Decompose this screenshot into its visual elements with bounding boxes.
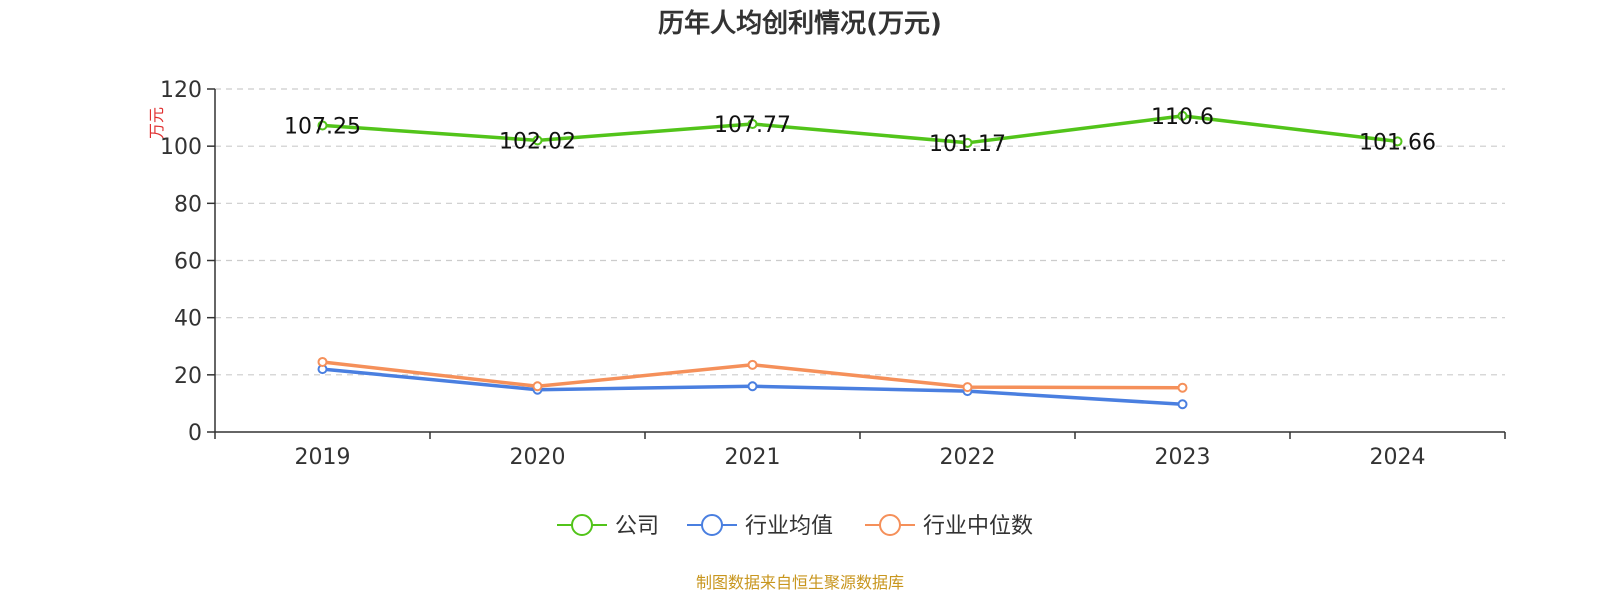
- legend-marker: [879, 514, 901, 536]
- legend-label: 行业中位数: [923, 514, 1033, 539]
- axes: 0 20 40 60 80 100 120 2019 2020 2021 2022 2023 2024: [160, 78, 1506, 470]
- data-label: 101.66: [1359, 130, 1436, 155]
- data-point: [1177, 382, 1188, 393]
- data-point: [1392, 136, 1403, 147]
- data-point: [962, 137, 973, 148]
- x-tick-label: 2019: [295, 445, 351, 470]
- data-point: [747, 381, 758, 392]
- data-label: 102.02: [499, 129, 576, 154]
- source-note: 制图数据来自恒生聚源数据库: [696, 573, 904, 592]
- legend-item-1[interactable]: 行业均值: [687, 514, 833, 539]
- y-tick-label: 100: [160, 135, 202, 160]
- x-tick-label: 2023: [1155, 445, 1211, 470]
- data-point: [317, 356, 328, 367]
- legend-item-0[interactable]: 公司: [557, 514, 659, 539]
- y-tick-label: 20: [174, 364, 202, 389]
- data-label: 110.6: [1151, 105, 1214, 130]
- y-axis-label: 万元: [147, 107, 166, 139]
- data-point: [1177, 399, 1188, 410]
- data-labels: 107.25 102.02 107.77 101.17 110.6 101.66: [284, 105, 1436, 157]
- series-line-0: [322, 114, 1398, 145]
- data-point: [1177, 110, 1188, 121]
- x-tick-label: 2022: [940, 445, 996, 470]
- data-point: [317, 120, 328, 131]
- x-tick-label: 2020: [510, 445, 566, 470]
- data-label: 107.25: [284, 114, 361, 139]
- data-point: [532, 381, 543, 392]
- data-label: 101.17: [929, 132, 1006, 157]
- data-point: [532, 135, 543, 146]
- data-point: [747, 118, 758, 129]
- x-tick-label: 2024: [1370, 445, 1426, 470]
- legend-label: 公司: [615, 514, 659, 539]
- y-tick-label: 120: [160, 78, 202, 103]
- y-tick-label: 40: [174, 307, 202, 332]
- y-tick-label: 80: [174, 192, 202, 217]
- legend[interactable]: 公司 行业均值 行业中位数: [557, 514, 1033, 539]
- data-point: [962, 382, 973, 393]
- legend-label: 行业均值: [745, 514, 833, 539]
- x-tick-label: 2021: [725, 445, 781, 470]
- data-label: 107.77: [714, 113, 791, 138]
- series-layer: [317, 110, 1403, 410]
- legend-marker: [571, 514, 593, 536]
- y-tick-label: 0: [188, 421, 202, 446]
- legend-item-2[interactable]: 行业中位数: [865, 514, 1033, 539]
- data-point: [747, 359, 758, 370]
- chart-title: 历年人均创利情况(万元): [658, 8, 942, 39]
- legend-marker: [701, 514, 723, 536]
- y-tick-label: 60: [174, 250, 202, 275]
